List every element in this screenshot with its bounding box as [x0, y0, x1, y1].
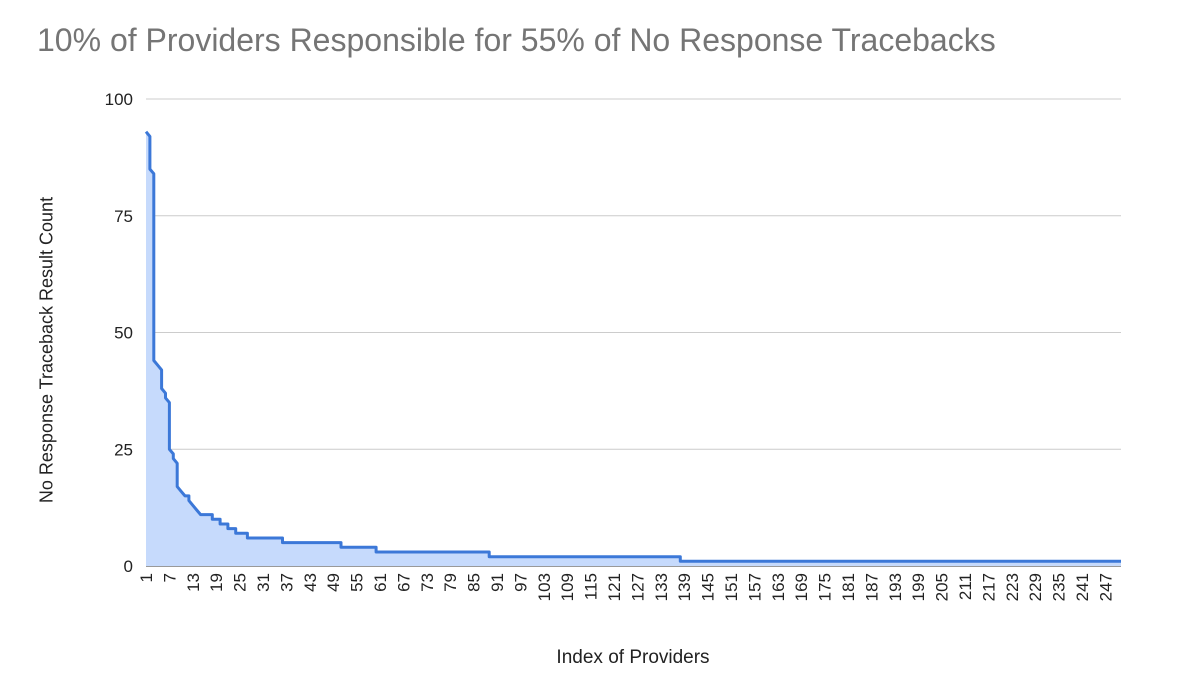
- x-tick-label: 121: [605, 573, 624, 601]
- x-tick-label: 55: [348, 573, 367, 592]
- x-tick-label: 13: [184, 573, 203, 592]
- x-tick-label: 145: [699, 573, 718, 601]
- x-tick-label: 217: [979, 573, 998, 601]
- y-tick-label: 75: [114, 207, 133, 226]
- x-tick-label: 157: [745, 573, 764, 601]
- x-tick-label: 25: [231, 573, 250, 592]
- x-tick-label: 181: [839, 573, 858, 601]
- x-axis-label: Index of Providers: [556, 647, 710, 668]
- x-tick-label: 235: [1050, 573, 1069, 601]
- x-tick-label: 127: [628, 573, 647, 601]
- x-tick-label: 19: [207, 573, 226, 592]
- x-tick-label: 175: [816, 573, 835, 601]
- y-tick-label: 25: [114, 440, 133, 459]
- x-tick-label: 79: [441, 573, 460, 592]
- x-tick-label: 205: [933, 573, 952, 601]
- x-tick-label: 139: [675, 573, 694, 601]
- x-tick-label: 247: [1096, 573, 1115, 601]
- x-tick-label: 241: [1073, 573, 1092, 601]
- x-tick-label: 223: [1003, 573, 1022, 601]
- x-tick-label: 73: [418, 573, 437, 592]
- x-tick-label: 85: [465, 573, 484, 592]
- x-tick-label: 163: [769, 573, 788, 601]
- x-tick-label: 187: [862, 573, 881, 601]
- x-tick-labels: 1 7 13 19 25 31 37 43 49 55 61 67 73 79 85 91 97 103 109 11…: [137, 573, 1115, 601]
- x-tick-label: 211: [956, 573, 975, 600]
- x-tick-label: 61: [371, 573, 390, 592]
- x-tick-label: 1: [137, 573, 156, 582]
- chart-title: 10% of Providers Responsible for 55% of …: [37, 22, 996, 58]
- x-tick-label: 97: [511, 573, 530, 592]
- series-area: [146, 131, 1121, 566]
- y-tick-label: 100: [105, 90, 133, 109]
- x-tick-label: 229: [1026, 573, 1045, 601]
- x-tick-label: 103: [535, 573, 554, 601]
- plot-area: [144, 130, 1121, 566]
- x-tick-label: 43: [301, 573, 320, 592]
- x-tick-label: 7: [160, 573, 179, 582]
- x-tick-label: 151: [722, 573, 741, 601]
- x-tick-label: 31: [254, 573, 273, 592]
- x-tick-label: 67: [394, 573, 413, 592]
- x-tick-label: 115: [582, 573, 601, 600]
- y-tick-label: 0: [124, 557, 133, 576]
- x-tick-label: 49: [324, 573, 343, 592]
- x-tick-label: 37: [277, 573, 296, 592]
- x-tick-label: 169: [792, 573, 811, 601]
- x-tick-label: 109: [558, 573, 577, 601]
- y-tick-labels: 0 25 50 75 100: [105, 90, 133, 576]
- x-tick-label: 199: [909, 573, 928, 601]
- gridlines: [146, 98, 1121, 567]
- y-tick-label: 50: [114, 324, 133, 343]
- x-tick-label: 133: [652, 573, 671, 601]
- x-tick-label: 193: [886, 573, 905, 601]
- x-tick-label: 91: [488, 573, 507, 592]
- series-line: [144, 130, 1121, 563]
